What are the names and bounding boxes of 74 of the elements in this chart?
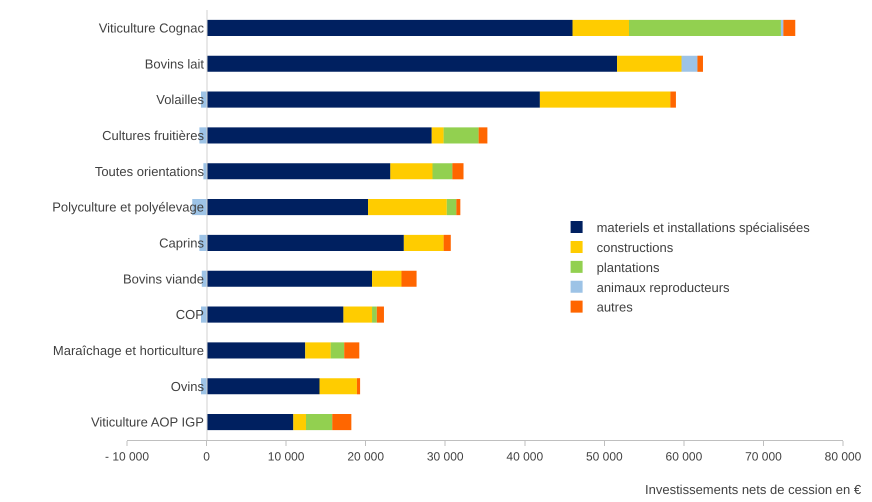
x-tick-label: 10 000 (268, 449, 305, 464)
bar (452, 163, 464, 180)
legend-label: autres (596, 300, 634, 315)
bar (404, 234, 444, 251)
bar (390, 163, 432, 180)
bar (344, 342, 360, 358)
y-tick-label: Viticulture AOP IGP (90, 414, 204, 430)
bar (293, 414, 306, 430)
bar (305, 342, 331, 358)
bar (206, 163, 390, 180)
bar (330, 342, 344, 358)
bar (206, 92, 540, 108)
y-tick-label: COP (176, 307, 204, 322)
x-tick-label: 70 000 (745, 449, 782, 464)
bar (572, 20, 629, 36)
bar (206, 20, 573, 36)
bar (629, 20, 781, 36)
y-tick-label: Cultures fruitières (102, 128, 204, 143)
bar (401, 270, 417, 287)
bar (206, 414, 294, 430)
bar (306, 414, 332, 430)
bar (206, 127, 432, 144)
bar (320, 378, 357, 394)
y-tick-label: Volailles (156, 92, 204, 108)
x-tick-label: - 10 000 (104, 449, 150, 464)
bar (697, 56, 703, 72)
y-tick-label: Viticulture Cognac (98, 20, 204, 36)
y-tick-label: Polyculture et polyélevage (52, 200, 204, 215)
legend-label: animaux reproducteurs (596, 280, 730, 295)
bar (332, 414, 352, 430)
bar (444, 234, 451, 251)
x-axis-title: Investissements nets de cession en € (645, 482, 862, 497)
x-tick-label: 40 000 (506, 449, 544, 464)
x-tick-label: 30 000 (426, 449, 464, 464)
bar (372, 306, 377, 323)
x-tick-label: 60 000 (666, 449, 703, 464)
legend-label: materiels et installations spécialisées (596, 220, 810, 236)
bar (670, 92, 676, 108)
bar (206, 342, 306, 358)
bar (206, 306, 344, 323)
bar (206, 378, 320, 394)
legend-label: plantations (596, 260, 660, 275)
bar (368, 199, 447, 216)
bar (372, 270, 402, 287)
bar (540, 92, 670, 108)
bar (356, 378, 360, 394)
bar (783, 20, 796, 36)
x-tick-label: 0 (203, 449, 210, 464)
bar (203, 163, 207, 180)
bar (444, 127, 479, 144)
x-tick-label: 80 000 (824, 449, 862, 464)
bar (456, 199, 460, 216)
y-tick-label: Maraîchage et horticulture (52, 342, 204, 358)
legend-label: constructions (596, 240, 674, 256)
y-tick-label: Ovins (170, 378, 204, 394)
bar (478, 127, 488, 144)
y-tick-label: Bovins viande (123, 271, 204, 286)
bar (206, 270, 372, 287)
bar (206, 234, 404, 251)
bar (376, 306, 384, 323)
bar (780, 20, 784, 36)
bar (617, 56, 682, 72)
bar (432, 127, 444, 144)
bar (446, 199, 456, 216)
bar (343, 306, 372, 323)
x-tick-label: 50 000 (586, 449, 624, 464)
y-tick-label: Toutes orientations (94, 164, 204, 179)
y-tick-label: Bovins lait (144, 56, 204, 72)
bar (432, 163, 452, 180)
x-tick-label: 20 000 (347, 449, 384, 464)
bar (206, 199, 368, 216)
bar (682, 56, 698, 72)
bar (206, 56, 618, 72)
y-tick-label: Caprins (159, 235, 204, 250)
